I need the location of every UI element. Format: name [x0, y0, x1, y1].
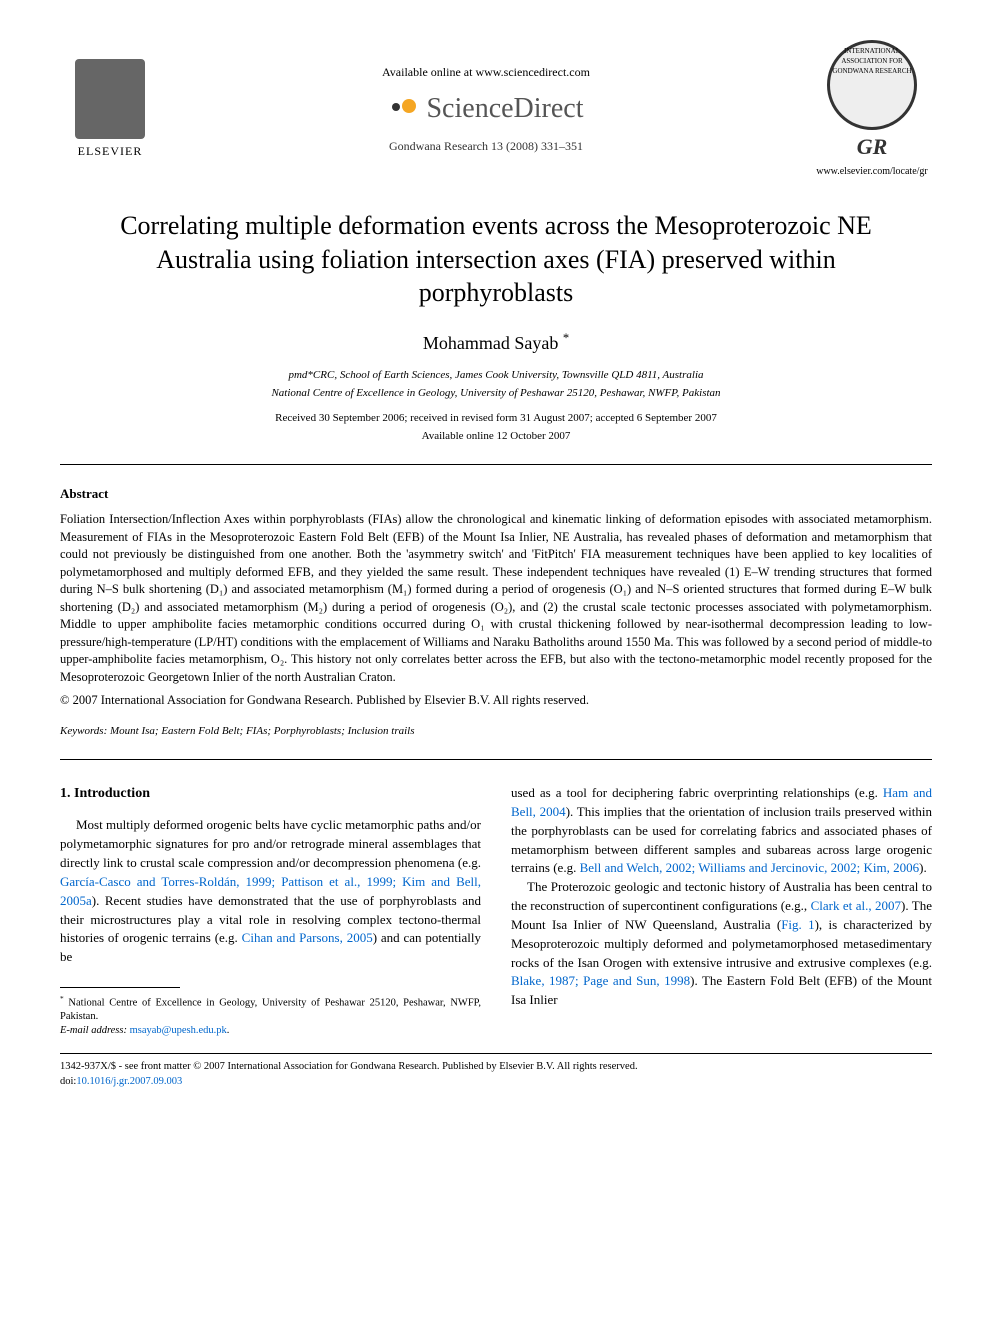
intro-paragraph-1: Most multiply deformed orogenic belts ha…: [60, 816, 481, 967]
intro-paragraph-1-cont: used as a tool for deciphering fabric ov…: [511, 784, 932, 878]
header-row: ELSEVIER Available online at www.science…: [60, 40, 932, 179]
abstract-copyright: © 2007 International Association for Gon…: [60, 692, 932, 710]
article-title: Correlating multiple deformation events …: [100, 209, 892, 310]
gr-url: www.elsevier.com/locate/gr: [816, 165, 928, 179]
doi-link[interactable]: 10.1016/j.gr.2007.09.003: [76, 1076, 182, 1087]
journal-reference: Gondwana Research 13 (2008) 331–351: [160, 138, 812, 155]
author-text: Mohammad Sayab: [423, 333, 563, 353]
elsevier-label: ELSEVIER: [78, 143, 143, 160]
figure-link-1[interactable]: Fig. 1: [781, 917, 814, 932]
citation-link-2[interactable]: Cihan and Parsons, 2005: [242, 930, 373, 945]
received-dates: Received 30 September 2006; received in …: [60, 411, 932, 426]
available-online-text: Available online at www.sciencedirect.co…: [160, 64, 812, 81]
p1-text-a: Most multiply deformed orogenic belts ha…: [60, 817, 481, 870]
author-marker: *: [563, 331, 569, 345]
footer-copyright: 1342-937X/$ - see front matter © 2007 In…: [60, 1060, 932, 1075]
affiliation-2: National Centre of Excellence in Geology…: [60, 386, 932, 401]
author-name: Mohammad Sayab *: [60, 330, 932, 356]
sciencedirect-icon: [388, 93, 418, 123]
p1c-text-a: used as a tool for deciphering fabric ov…: [511, 785, 883, 800]
column-right: used as a tool for deciphering fabric ov…: [511, 784, 932, 1037]
section-1-heading: 1. Introduction: [60, 784, 481, 804]
citation-link-6[interactable]: Blake, 1987; Page and Sun, 1998: [511, 973, 690, 988]
body-columns: 1. Introduction Most multiply deformed o…: [60, 784, 932, 1037]
citation-link-4[interactable]: Bell and Welch, 2002; Williams and Jerci…: [580, 860, 920, 875]
column-left: 1. Introduction Most multiply deformed o…: [60, 784, 481, 1037]
footer-divider: [60, 1053, 932, 1054]
corresponding-footnote: * National Centre of Excellence in Geolo…: [60, 994, 481, 1024]
elsevier-tree-icon: [75, 59, 145, 139]
keywords-text: Mount Isa; Eastern Fold Belt; FIAs; Porp…: [107, 725, 414, 737]
email-label: E-mail address:: [60, 1025, 130, 1036]
affiliation-1: pmd*CRC, School of Earth Sciences, James…: [60, 368, 932, 383]
doi-label: doi:: [60, 1076, 76, 1087]
keywords-label: Keywords:: [60, 725, 107, 737]
abstract-heading: Abstract: [60, 485, 932, 503]
intro-paragraph-2: The Proterozoic geologic and tectonic hi…: [511, 878, 932, 1010]
email-link[interactable]: msayab@upesh.edu.pk: [130, 1025, 227, 1036]
footer-doi: doi:10.1016/j.gr.2007.09.003: [60, 1075, 932, 1090]
sciencedirect-text: ScienceDirect: [426, 89, 583, 128]
footnote-separator: [60, 987, 180, 988]
center-header: Available online at www.sciencedirect.co…: [160, 64, 812, 155]
sciencedirect-logo: ScienceDirect: [160, 89, 812, 128]
gr-circle-icon: INTERNATIONAL ASSOCIATION FOR GONDWANA R…: [827, 40, 917, 130]
gr-letters: GR: [857, 132, 888, 163]
gr-circle-text: INTERNATIONAL ASSOCIATION FOR GONDWANA R…: [830, 47, 914, 76]
divider-1: [60, 464, 932, 465]
keywords: Keywords: Mount Isa; Eastern Fold Belt; …: [60, 724, 932, 739]
citation-link-5[interactable]: Clark et al., 2007: [811, 898, 901, 913]
gr-logo: INTERNATIONAL ASSOCIATION FOR GONDWANA R…: [812, 40, 932, 179]
elsevier-logo: ELSEVIER: [60, 59, 160, 160]
p1c-text-c: ).: [919, 860, 927, 875]
footnote-text: National Centre of Excellence in Geology…: [60, 998, 481, 1023]
online-date: Available online 12 October 2007: [60, 429, 932, 444]
email-footnote: E-mail address: msayab@upesh.edu.pk.: [60, 1024, 481, 1038]
abstract-text: Foliation Intersection/Inflection Axes w…: [60, 511, 932, 686]
divider-2: [60, 759, 932, 760]
email-after: .: [227, 1025, 230, 1036]
